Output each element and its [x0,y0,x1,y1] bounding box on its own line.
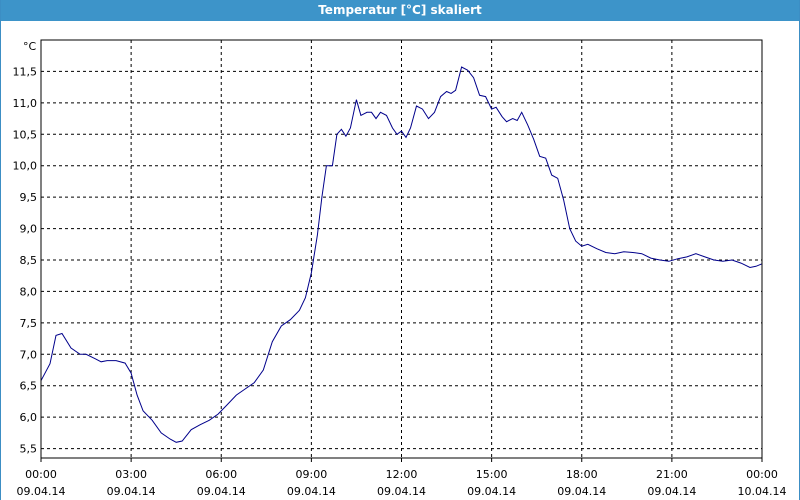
x-tick-time-label: 09:00 [296,468,328,481]
plot-frame [40,39,763,459]
x-tick-date-label: 09.04.14 [107,485,156,498]
x-tick-time-label: 15:00 [476,468,508,481]
y-unit-label: °C [23,40,37,53]
x-tick-time-label: 12:00 [386,468,418,481]
y-tick-label: 9,0 [20,223,38,236]
y-tick-label: 11,5 [13,65,38,78]
x-tick-date-label: 10.04.14 [738,485,787,498]
x-tick-time-label: 00:00 [746,468,778,481]
x-tick-date-label: 09.04.14 [197,485,246,498]
window-title: Temperatur [°C] skaliert [1,0,799,21]
x-tick-date-label: 09.04.14 [467,485,516,498]
x-tick-time-label: 21:00 [656,468,688,481]
x-tick-date-label: 09.04.14 [377,485,426,498]
y-tick-label: 6,0 [20,411,38,424]
y-tick-label: 10,0 [13,160,38,173]
y-tick-label: 8,0 [20,285,38,298]
x-tick-time-label: 06:00 [205,468,237,481]
y-tick-label: 10,5 [13,128,38,141]
x-tick-time-label: 18:00 [566,468,598,481]
y-tick-label: 6,5 [20,380,38,393]
tick-label-layer: 5,5 6,0 6,5 7,0 7,5 8,0 8,5 9,0 9,5 10,0 10,5 11,0 1… [13,65,787,498]
y-tick-label: 7,5 [20,317,38,330]
x-tick-date-label: 09.04.14 [647,485,696,498]
y-tick-label: 11,0 [13,97,38,110]
series-line-temperature [40,66,763,443]
y-tick-label: 9,5 [20,191,38,204]
grid-layer [41,40,762,458]
y-tick-label: 8,5 [20,254,38,267]
x-tick-date-label: 09.04.14 [17,485,66,498]
x-tick-date-label: 09.04.14 [557,485,606,498]
x-tick-date-label: 09.04.14 [287,485,336,498]
y-tick-label: 5,5 [20,443,38,456]
x-tick-time-label: 00:00 [25,468,57,481]
y-tick-label: 7,0 [20,348,38,361]
x-tick-time-label: 03:00 [115,468,147,481]
